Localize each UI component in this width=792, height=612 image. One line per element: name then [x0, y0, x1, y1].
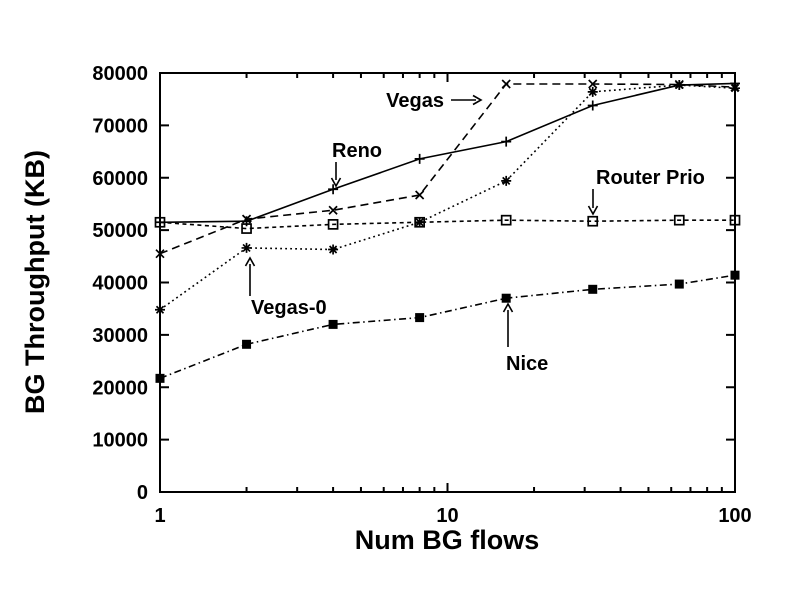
series-nice-marker-filled-square	[501, 293, 511, 303]
series-vegas-0-marker-asterisk	[730, 83, 740, 94]
series-nice-marker-filled-square	[155, 373, 165, 383]
annotation-arrowhead-vegas	[472, 94, 483, 106]
series-router-prio-marker-open-square	[241, 223, 252, 234]
annotation-label-nice: Nice	[506, 353, 548, 375]
series-vegas-0-marker-asterisk	[328, 244, 339, 255]
x-tick-label: 10	[436, 505, 458, 527]
series-nice-marker-filled-square	[328, 319, 338, 329]
annotations-layer: Vegas Reno Router Prio Vegas-0 Nice	[244, 90, 705, 375]
series-router-prio-marker-open-square	[327, 219, 339, 230]
series-nice	[155, 270, 740, 383]
y-tick-label: 80000	[92, 63, 148, 85]
series-nice-marker-filled-square	[674, 279, 684, 289]
series-router-prio-marker-open-square	[673, 214, 685, 226]
series-vegas-marker-cross	[415, 190, 425, 200]
y-tick-label: 30000	[92, 325, 148, 347]
annotation-arrowhead-nice	[502, 302, 514, 313]
annotation-vegas-0: Vegas-0	[244, 256, 327, 319]
series-line-router-prio	[159, 219, 735, 230]
y-tick-label: 50000	[92, 220, 148, 242]
series-vegas-0	[155, 80, 740, 315]
annotation-arrowhead-vegas-0	[244, 256, 256, 267]
series-router-prio	[154, 214, 741, 234]
series-line-vegas-0	[159, 84, 736, 311]
annotation-label-reno: Reno	[332, 140, 382, 162]
x-tick-label: 100	[718, 505, 751, 527]
series-vegas-0-marker-asterisk	[241, 242, 252, 253]
tick-labels: 0 10000 20000 30000 40000 50000 60000 70000 8000…	[92, 63, 751, 527]
series-nice-marker-filled-square	[588, 284, 598, 294]
annotation-arrowhead-router-prio	[587, 205, 599, 216]
series-layer	[154, 78, 741, 383]
y-tick-label: 40000	[92, 273, 148, 295]
series-vegas-0-marker-asterisk	[414, 217, 425, 228]
annotation-arrowhead-reno	[330, 177, 342, 188]
y-tick-label: 70000	[92, 115, 148, 137]
series-reno-marker-plus	[328, 184, 339, 195]
annotation-nice: Nice	[502, 302, 548, 375]
x-axis-label: Num BG flows	[355, 525, 540, 555]
series-line-nice	[159, 274, 736, 380]
y-tick-label: 60000	[92, 168, 148, 190]
series-reno-marker-plus	[501, 136, 512, 147]
series-nice-marker-filled-square	[730, 270, 740, 280]
series-router-prio-marker-open-square	[500, 214, 512, 226]
series-vegas-marker-cross	[241, 214, 252, 224]
annotation-label-router-prio: Router Prio	[596, 167, 705, 189]
annotation-vegas: Vegas	[386, 90, 483, 112]
series-vegas-0-marker-asterisk	[674, 80, 685, 91]
series-router-prio-marker-open-square	[587, 215, 599, 227]
y-axis-label: BG Throughput (KB)	[20, 150, 50, 414]
series-reno-marker-plus	[587, 100, 598, 111]
series-nice-marker-filled-square	[242, 339, 252, 349]
series-line-vegas	[159, 83, 736, 255]
series-vegas-0-marker-asterisk	[501, 175, 512, 186]
annotation-reno: Reno	[330, 140, 382, 188]
series-nice-marker-filled-square	[415, 313, 425, 323]
series-vegas-marker-cross	[328, 205, 338, 215]
series-vegas-0-marker-asterisk	[587, 86, 598, 97]
y-tick-label: 20000	[92, 377, 148, 399]
series-reno-marker-plus	[414, 153, 425, 164]
y-tick-label: 10000	[92, 430, 148, 452]
series-vegas-marker-cross	[588, 79, 598, 89]
series-vegas-marker-cross	[155, 249, 165, 259]
series-router-prio-marker-open-square	[154, 216, 166, 228]
series-router-prio-marker-open-square	[729, 214, 741, 226]
annotation-label-vegas-0: Vegas-0	[251, 297, 327, 319]
plot-border	[159, 72, 736, 493]
x-tick-label: 1	[154, 505, 165, 527]
series-line-reno	[159, 82, 736, 224]
series-vegas-0-marker-asterisk	[155, 304, 165, 315]
y-tick-label: 0	[137, 482, 148, 504]
series-vegas-marker-cross	[501, 79, 511, 89]
annotation-label-vegas: Vegas	[386, 90, 444, 112]
annotation-router-prio: Router Prio	[587, 167, 705, 216]
